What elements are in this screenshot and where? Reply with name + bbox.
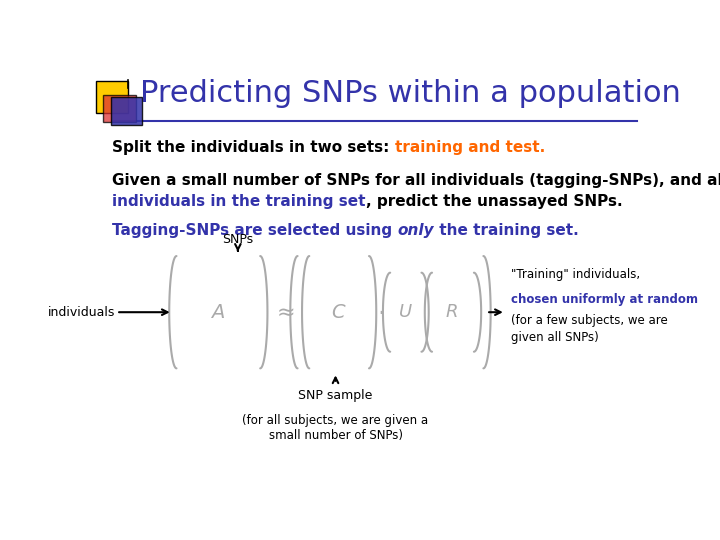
Text: A: A	[210, 303, 224, 322]
Text: R: R	[446, 303, 458, 321]
FancyBboxPatch shape	[104, 95, 136, 122]
Text: (for a few subjects, we are
given all SNPs): (for a few subjects, we are given all SN…	[511, 314, 668, 344]
Text: individuals: individuals	[48, 306, 115, 319]
Text: chosen uniformly at random: chosen uniformly at random	[511, 293, 698, 306]
Text: the training set.: the training set.	[434, 223, 579, 238]
Text: SNP sample: SNP sample	[298, 389, 373, 402]
Text: Split the individuals in two sets:: Split the individuals in two sets:	[112, 140, 395, 154]
Text: (for all subjects, we are given a
small number of SNPs): (for all subjects, we are given a small …	[243, 414, 428, 442]
FancyBboxPatch shape	[111, 97, 142, 125]
Text: U: U	[400, 303, 413, 321]
Text: $\approx$: $\approx$	[272, 302, 295, 322]
Text: , predict the unassayed SNPs.: , predict the unassayed SNPs.	[366, 194, 623, 208]
Text: Tagging-SNPs are selected using: Tagging-SNPs are selected using	[112, 223, 397, 238]
Text: only: only	[397, 223, 434, 238]
Text: Predicting SNPs within a population: Predicting SNPs within a population	[140, 79, 681, 109]
Text: SNPs: SNPs	[222, 233, 253, 246]
Text: "Training" individuals,: "Training" individuals,	[511, 268, 640, 281]
Text: C: C	[331, 303, 345, 322]
Text: training and test.: training and test.	[395, 140, 545, 154]
Text: $\cdot$: $\cdot$	[377, 300, 384, 324]
Text: individuals in the training set: individuals in the training set	[112, 194, 366, 208]
Text: Given a small number of SNPs for all individuals (tagging-SNPs), and all SNPs fo: Given a small number of SNPs for all ind…	[112, 173, 720, 188]
FancyBboxPatch shape	[96, 82, 128, 113]
